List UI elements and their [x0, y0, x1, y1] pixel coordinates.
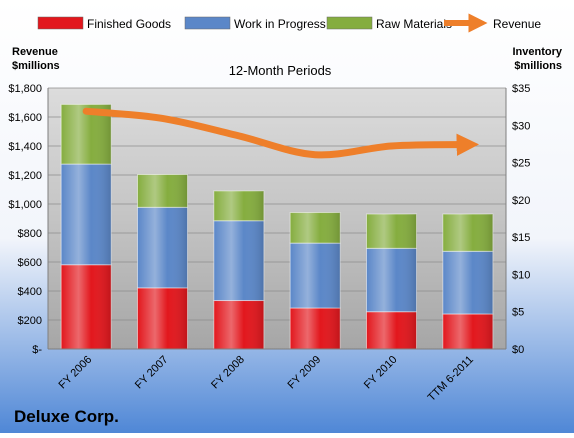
bar-segment [442, 313, 494, 350]
bar-segment [213, 190, 265, 222]
bar-highlight [290, 243, 341, 308]
bar-segment [137, 287, 188, 350]
right-tick-label: $5 [512, 307, 524, 319]
bar-highlight [137, 174, 188, 208]
legend-item: Work in Progress [184, 16, 326, 31]
bar-highlight [442, 214, 493, 252]
bar-segment [137, 174, 188, 208]
revenue-series [82, 107, 480, 159]
legend-swatch [326, 16, 373, 30]
left-tick-label: $1,200 [8, 170, 42, 182]
left-axis-title-line1: Revenue [12, 46, 58, 58]
legend-item: Revenue [444, 13, 541, 33]
bar-highlight [442, 251, 493, 314]
legend-item: Finished Goods [37, 16, 171, 31]
right-axis-title-line2: $millions [514, 60, 562, 72]
left-tick-label: $600 [18, 257, 42, 269]
right-axis-ticks: $0 $5 $10 $15 $20 $25 $30 $35 [512, 83, 530, 356]
bar-highlight [137, 287, 188, 349]
bars [60, 103, 494, 350]
left-tick-label: $1,400 [8, 141, 42, 153]
bar-segment [289, 242, 341, 309]
left-tick-label: $1,800 [8, 83, 42, 95]
legend: Finished Goods Work in Progress Raw Materi… [37, 13, 541, 33]
bar-highlight [442, 313, 493, 349]
legend-label: Finished Goods [87, 17, 171, 31]
right-tick-label: $0 [512, 344, 524, 356]
revenue-line [82, 107, 480, 159]
left-axis-ticks: $- $200 $400 $600 $800 $1,000 $1,200 $1,400 $1,6… [8, 83, 42, 356]
right-tick-label: $25 [512, 158, 530, 170]
bar-segment [137, 206, 188, 289]
legend-label: Raw Materials [376, 17, 452, 31]
plot-area [48, 88, 506, 349]
left-tick-label: $200 [18, 315, 42, 327]
bar-highlight [137, 207, 188, 288]
left-tick-label: $800 [18, 228, 42, 240]
bar-highlight [213, 300, 264, 349]
bar-highlight [61, 264, 112, 349]
bar-segment [60, 163, 112, 266]
bar-highlight [290, 212, 341, 244]
bar-segment [213, 300, 265, 350]
bar-highlight [366, 248, 417, 312]
bar-segment [289, 307, 341, 350]
left-tick-label: $- [32, 344, 42, 356]
right-tick-label: $30 [512, 120, 530, 132]
legend-label: Revenue [493, 17, 541, 31]
right-tick-label: $20 [512, 195, 530, 207]
bar-highlight [366, 311, 417, 349]
chart-title: 12-Month Periods [229, 63, 332, 78]
right-tick-label: $10 [512, 269, 530, 281]
bar-segment [366, 311, 417, 350]
left-tick-label: $1,600 [8, 112, 42, 124]
bar-segment [366, 247, 417, 313]
bar-highlight [213, 190, 264, 221]
bar-highlight [213, 220, 264, 301]
bar-segment [289, 212, 341, 244]
right-tick-label: $35 [512, 83, 530, 95]
left-tick-label: $400 [18, 286, 42, 298]
legend-swatch [37, 16, 84, 30]
bar-segment [366, 213, 417, 249]
legend-swatch [184, 16, 231, 30]
right-tick-label: $15 [512, 232, 530, 244]
bar-highlight [290, 307, 341, 349]
bar-segment [60, 264, 112, 350]
bar-highlight [61, 164, 112, 265]
legend-label: Work in Progress [234, 17, 326, 31]
left-axis-title-line2: $millions [12, 60, 60, 72]
company-name: Deluxe Corp. [14, 407, 119, 426]
bar-segment [442, 213, 494, 252]
bar-segment [213, 220, 265, 302]
bar-highlight [366, 214, 417, 249]
left-tick-label: $1,000 [8, 199, 42, 211]
right-axis-title-line1: Inventory [512, 46, 562, 58]
legend-item: Raw Materials [326, 16, 452, 31]
bar-segment [442, 250, 494, 315]
